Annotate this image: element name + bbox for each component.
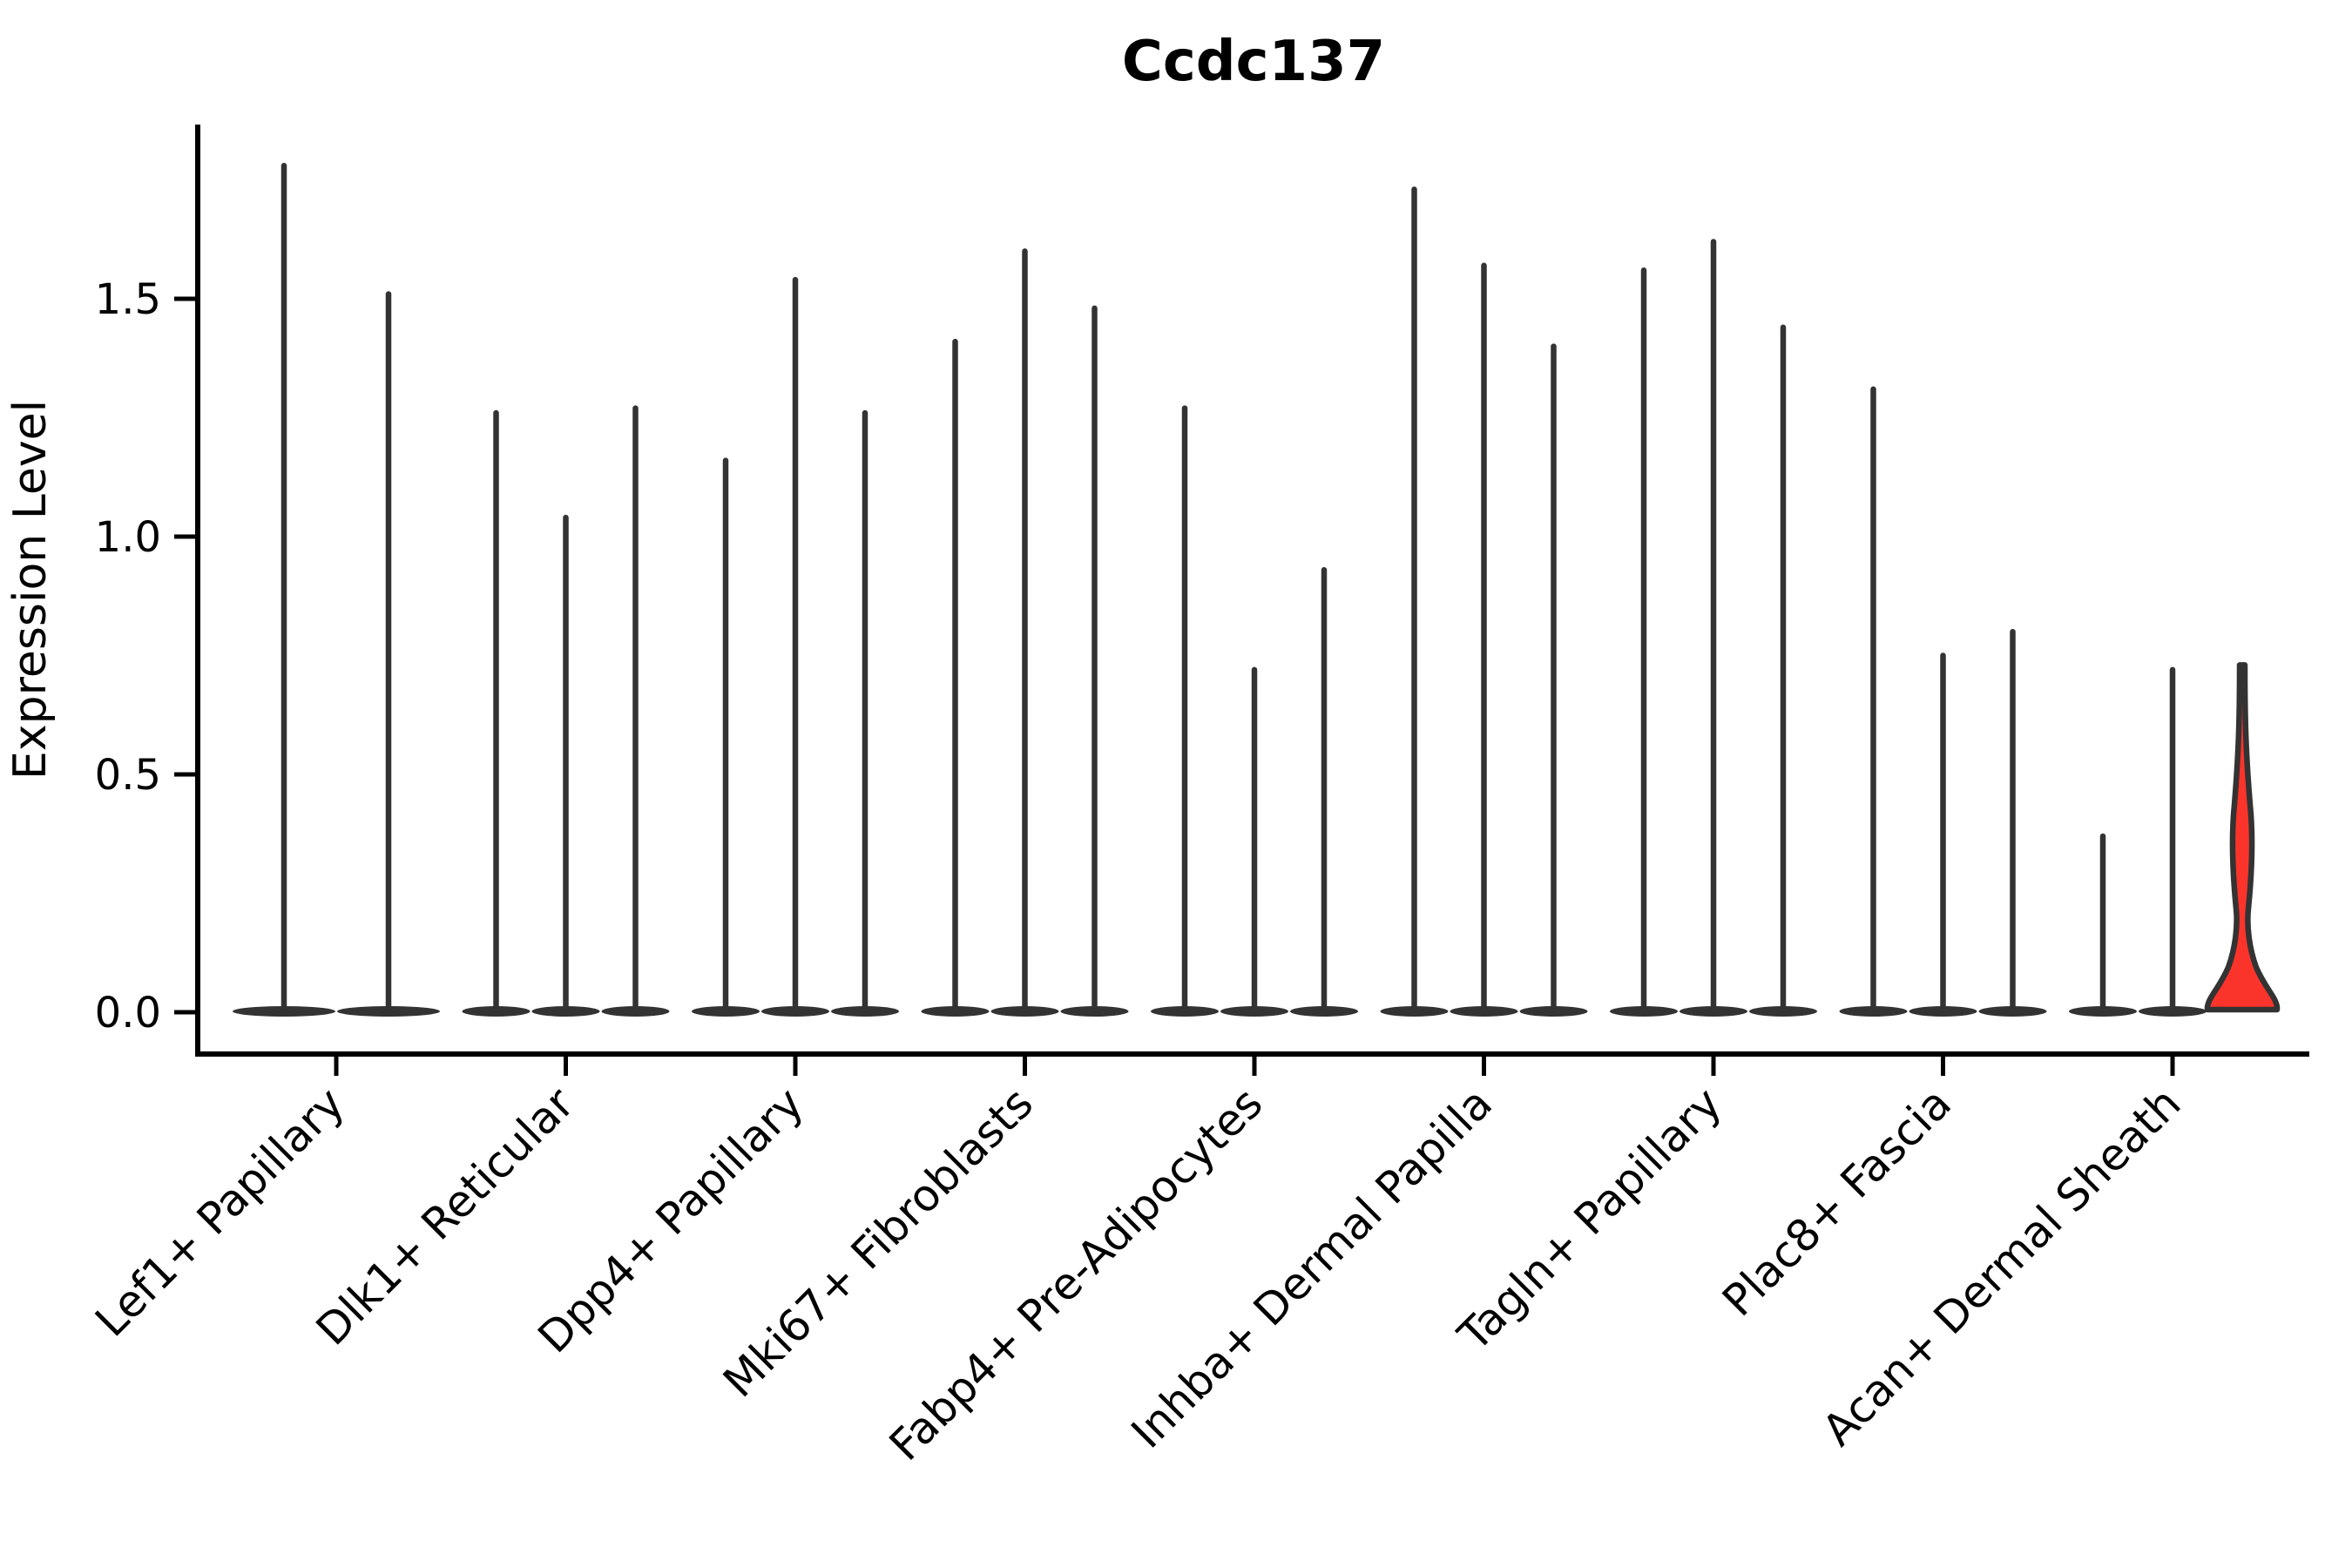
x-tick-label: Plac8+ Fascia xyxy=(1713,1078,1961,1326)
y-axis: 0.0 0.5 1.0 1.5 xyxy=(95,275,198,1037)
x-tick-label: Lef1+ Papillary xyxy=(85,1078,354,1346)
axis-spines xyxy=(195,125,2309,1057)
y-axis-label: Expression Level xyxy=(4,400,57,780)
chart-title: Ccdc137 xyxy=(1122,30,1385,94)
y-tick-label: 0.0 xyxy=(95,989,161,1037)
y-tick-label: 0.5 xyxy=(95,751,161,800)
highlight-violin xyxy=(2204,662,2281,1013)
x-tick-label: Fabp4+ Pre-Adipocytes xyxy=(880,1078,1273,1470)
violins-layer xyxy=(233,162,2281,1017)
y-tick-label: 1.0 xyxy=(95,513,161,562)
y-tick-label: 1.5 xyxy=(95,275,161,324)
